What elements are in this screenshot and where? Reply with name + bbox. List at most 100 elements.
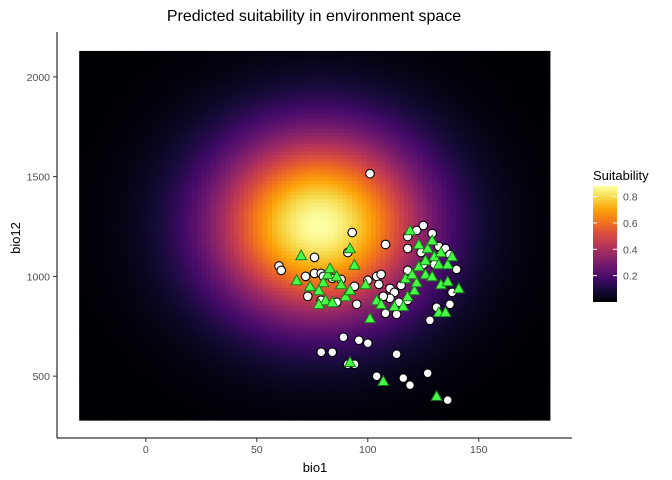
- raster-cell: [201, 235, 207, 240]
- raster-cell: [83, 360, 90, 366]
- raster-cell: [163, 91, 170, 96]
- raster-cell: [126, 353, 132, 358]
- raster-cell: [300, 239, 306, 244]
- raster-cell: [243, 250, 250, 255]
- raster-cell: [83, 194, 90, 200]
- raster-cell: [187, 191, 193, 196]
- raster-cell: [243, 375, 250, 381]
- raster-cell: [210, 84, 217, 89]
- raster-cell: [229, 76, 236, 82]
- raster-cell: [220, 320, 226, 325]
- raster-cell: [140, 360, 146, 366]
- raster-cell: [201, 416, 207, 421]
- raster-cell: [130, 124, 137, 130]
- raster-cell: [300, 176, 306, 181]
- raster-cell: [234, 224, 240, 229]
- raster-cell: [173, 169, 179, 174]
- raster-cell: [107, 357, 113, 362]
- raster-cell: [305, 235, 311, 240]
- raster-cell: [295, 135, 301, 141]
- raster-cell: [196, 113, 203, 118]
- raster-cell: [173, 257, 179, 262]
- raster-cell: [272, 287, 278, 292]
- raster-cell: [248, 320, 254, 325]
- raster-cell: [234, 62, 240, 67]
- raster-cell: [79, 257, 85, 262]
- raster-cell: [243, 231, 250, 237]
- raster-cell: [182, 353, 189, 358]
- raster-cell: [281, 205, 287, 211]
- raster-cell: [79, 139, 85, 144]
- raster-cell: [290, 335, 297, 340]
- raster-cell: [149, 287, 156, 292]
- raster-cell: [258, 231, 264, 237]
- raster-cell: [196, 294, 203, 299]
- raster-cell: [300, 283, 306, 288]
- raster-cell: [178, 412, 184, 417]
- raster-cell: [130, 360, 137, 366]
- raster-cell: [210, 242, 217, 248]
- raster-cell: [309, 73, 316, 78]
- raster-cell: [206, 320, 212, 325]
- raster-cell: [149, 198, 156, 203]
- raster-cell: [116, 320, 123, 325]
- raster-cell: [309, 106, 316, 111]
- raster-cell: [116, 290, 123, 296]
- raster-cell: [88, 261, 94, 266]
- raster-cell: [98, 324, 104, 329]
- raster-cell: [229, 338, 236, 344]
- raster-cell: [112, 338, 118, 344]
- raster-cell: [192, 132, 198, 137]
- raster-cell: [145, 220, 151, 226]
- raster-cell: [253, 412, 259, 417]
- raster-cell: [201, 250, 207, 255]
- raster-cell: [267, 139, 273, 144]
- raster-cell: [107, 342, 113, 347]
- raster-cell: [102, 313, 109, 318]
- raster-cell: [192, 220, 198, 226]
- raster-cell: [145, 405, 151, 410]
- raster-cell: [267, 331, 273, 336]
- raster-cell: [154, 220, 160, 226]
- raster-cell: [201, 62, 207, 67]
- raster-cell: [206, 397, 212, 403]
- raster-cell: [102, 121, 109, 126]
- raster-cell: [248, 412, 254, 417]
- raster-cell: [262, 95, 269, 100]
- raster-cell: [290, 276, 297, 281]
- raster-cell: [305, 84, 311, 89]
- raster-cell: [253, 69, 259, 74]
- raster-cell: [253, 54, 259, 59]
- raster-cell: [192, 298, 198, 303]
- raster-cell: [107, 309, 113, 314]
- raster-cell: [178, 135, 184, 141]
- raster-cell: [88, 124, 94, 130]
- raster-cell: [305, 327, 311, 333]
- raster-cell: [267, 394, 273, 399]
- raster-cell: [215, 386, 221, 392]
- raster-cell: [220, 117, 226, 122]
- raster-cell: [140, 313, 146, 318]
- raster-cell: [102, 287, 109, 292]
- raster-cell: [300, 342, 306, 347]
- raster-cell: [253, 231, 259, 237]
- raster-cell: [163, 331, 170, 336]
- raster-cell: [309, 357, 316, 362]
- raster-cell: [135, 357, 141, 362]
- raster-cell: [201, 298, 207, 303]
- raster-cell: [220, 357, 226, 362]
- raster-cell: [229, 324, 236, 329]
- raster-cell: [192, 169, 198, 174]
- raster-cell: [149, 342, 156, 347]
- raster-cell: [168, 405, 174, 410]
- raster-cell: [93, 250, 99, 255]
- raster-cell: [258, 246, 264, 251]
- raster-cell: [309, 231, 316, 237]
- raster-cell: [210, 320, 217, 325]
- raster-cell: [126, 313, 132, 318]
- raster-cell: [107, 276, 113, 281]
- raster-cell: [248, 231, 254, 237]
- raster-cell: [173, 80, 179, 85]
- raster-cell: [201, 338, 207, 344]
- raster-cell: [173, 84, 179, 89]
